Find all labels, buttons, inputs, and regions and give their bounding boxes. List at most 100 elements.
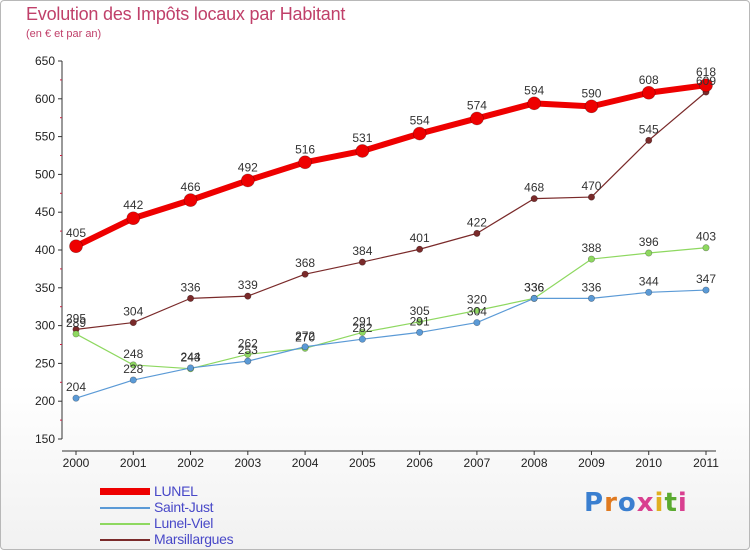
data-label-marsillargues: 295 [66,311,86,325]
series-point-lunel [470,111,484,126]
series-line-marsillargues [75,91,707,330]
series-point-marsillargues [587,193,595,201]
series-point-saint-just [587,294,595,302]
y-tick-label: 600 [35,92,55,106]
series-point-saint-just [187,364,195,372]
series-point-marsillargues [645,136,653,144]
data-label-marsillargues: 384 [352,244,372,258]
series-point-lunel [298,155,312,170]
data-label-marsillargues: 470 [581,179,601,193]
series-point-lunel-viel [129,361,137,369]
logo-letter: P [584,488,605,518]
legend-label-saint-just: Saint-Just [154,499,214,515]
series-point-lunel-viel [473,306,481,314]
data-label-lunel-viel: 305 [410,304,430,318]
legend-label-lunel: LUNEL [154,483,198,499]
chart-value-labels: 295 304 336 339 368 384 401 422 468 470 545 609 289 2… [66,65,716,394]
y-tick-label: 450 [35,205,55,219]
data-label-lunel: 618 [696,65,716,79]
logo-letter: o [617,488,637,518]
data-label-saint-just: 204 [66,380,86,394]
series-point-marsillargues [187,294,195,302]
proxiti-logo: Proxiti [584,488,688,518]
data-label-lunel: 442 [123,198,143,212]
series-point-lunel-viel [587,255,595,263]
data-label-lunel-viel: 396 [639,235,659,249]
series-point-lunel [584,99,599,114]
series-point-lunel [699,78,713,92]
series-point-marsillargues [301,270,309,278]
series-point-marsillargues [416,245,424,253]
series-point-lunel-viel [645,249,653,257]
logo-letter: x [636,488,655,518]
data-label-marsillargues: 368 [295,256,315,270]
data-label-lunel-viel: 388 [581,241,601,255]
x-tick-label: 2003 [234,456,261,470]
x-tick-label: 2000 [63,456,90,470]
series-point-marsillargues [530,195,538,203]
chart-title: Evolution des Impôts locaux par Habitant [26,4,346,24]
data-label-lunel-viel: 336 [524,280,544,294]
legend-swatch-lunel-viel [100,523,150,525]
x-tick-label: 2011 [693,456,719,470]
chart-axes: 150 200 250 300 350 400 450 500 550 600 650 2000 200… [35,54,719,470]
data-label-saint-just: 304 [467,305,487,319]
data-label-lunel-viel: 291 [352,314,372,328]
data-label-lunel-viel: 262 [238,336,258,350]
data-label-lunel: 466 [181,180,201,194]
series-point-marsillargues [358,258,366,266]
legend-swatch-marsillargues [100,539,150,541]
data-label-marsillargues: 609 [696,74,716,88]
data-label-saint-just: 253 [238,343,258,357]
series-point-lunel-viel [702,244,710,252]
series-point-saint-just [702,286,710,294]
data-label-marsillargues: 468 [524,181,544,195]
chart-subtitle: (en € et par an) [26,28,102,40]
series-point-lunel-viel [358,328,366,336]
series-point-lunel [641,85,656,100]
legend-label-marsillargues: Marsillargues [154,531,234,547]
series-point-marsillargues [473,229,481,237]
x-tick-label: 2008 [521,456,548,470]
data-label-lunel-viel: 270 [295,330,315,344]
data-label-saint-just: 336 [581,280,601,294]
x-tick-label: 2009 [578,456,605,470]
series-point-lunel [241,173,255,188]
y-tick-label: 150 [35,432,55,446]
logo-letter: i [677,488,688,518]
series-line-lunel [73,82,709,250]
data-label-saint-just: 336 [524,280,544,294]
logo-letter: r [604,488,618,518]
data-label-saint-just: 282 [352,321,372,335]
logo-letter: t [664,488,678,518]
data-label-lunel: 554 [410,114,430,128]
data-label-saint-just: 272 [295,329,315,343]
data-label-lunel-viel: 403 [696,230,716,244]
data-label-lunel: 531 [352,131,372,145]
data-label-marsillargues: 545 [639,122,659,136]
series-point-lunel-viel [72,330,80,338]
series-point-marsillargues [129,319,137,327]
series-point-saint-just [129,376,137,384]
data-label-lunel: 405 [66,226,86,240]
x-tick-label: 2005 [349,456,376,470]
series-point-saint-just [301,343,309,351]
data-label-lunel-viel: 289 [66,316,86,330]
y-tick-label: 500 [35,167,55,181]
data-label-lunel: 492 [238,160,258,174]
series-point-lunel [183,193,198,207]
series-point-saint-just [358,335,366,343]
data-label-lunel: 594 [524,83,544,97]
data-label-lunel-viel: 248 [123,347,143,361]
series-point-lunel [69,239,83,254]
series-point-saint-just [530,294,538,302]
series-point-marsillargues [244,292,252,300]
legend-label-lunel-viel: Lunel-Viel [154,515,214,531]
x-tick-label: 2010 [635,456,662,470]
data-label-lunel: 590 [581,86,601,100]
series-point-saint-just [72,394,80,402]
data-label-saint-just: 244 [181,350,201,364]
y-tick-label: 650 [35,54,55,68]
